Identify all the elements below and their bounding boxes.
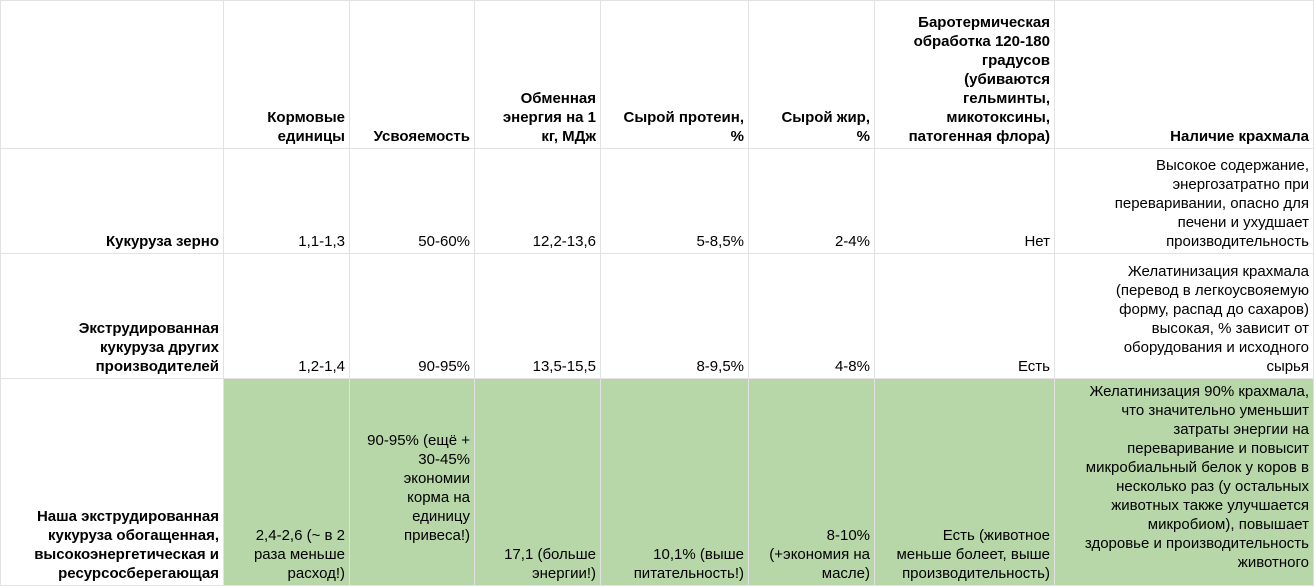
cell-energy[interactable]: 13,5-15,5 [475,254,601,379]
cell-starch[interactable]: Высокое содержание, энергозатратно при п… [1055,149,1314,254]
header-energy[interactable]: Обменная энергия на 1 кг, МДж [475,1,601,149]
cell-barothermal[interactable]: Нет [875,149,1055,254]
cell-digestibility[interactable]: 90-95% [350,254,475,379]
cell-feed-units[interactable]: 1,1-1,3 [224,149,350,254]
header-cell-empty[interactable] [0,1,224,149]
cell-digestibility[interactable]: 50-60% [350,149,475,254]
header-row: Кормовые единицы Усвояемость Обменная эн… [0,0,1314,149]
cell-protein[interactable]: 8-9,5% [601,254,749,379]
row-label[interactable]: Наша экструдированная кукуруза обогащенн… [0,379,224,586]
cell-feed-units[interactable]: 1,2-1,4 [224,254,350,379]
cell-fat[interactable]: 4-8% [749,254,875,379]
header-starch[interactable]: Наличие крахмала [1055,1,1314,149]
cell-energy[interactable]: 12,2-13,6 [475,149,601,254]
cell-starch[interactable]: Желатинизация 90% крахмала, что значител… [1055,379,1314,586]
cell-fat[interactable]: 2-4% [749,149,875,254]
cell-barothermal[interactable]: Есть (животное меньше болеет, выше произ… [875,379,1055,586]
cell-starch[interactable]: Желатинизация крахмала (перевод в легкоу… [1055,254,1314,379]
cell-fat[interactable]: 8-10% (+экономия на масле) [749,379,875,586]
row-label[interactable]: Кукуруза зерно [0,149,224,254]
header-protein[interactable]: Сырой протеин, % [601,1,749,149]
cell-barothermal[interactable]: Есть [875,254,1055,379]
header-feed-units[interactable]: Кормовые единицы [224,1,350,149]
cell-protein[interactable]: 5-8,5% [601,149,749,254]
cell-digestibility[interactable]: 90-95% (ещё + 30-45% экономии корма на е… [350,379,475,586]
cell-feed-units[interactable]: 2,4-2,6 (~ в 2 раза меньше расход!) [224,379,350,586]
header-digestibility[interactable]: Усвояемость [350,1,475,149]
header-barothermal[interactable]: Баротермическая обработка 120-180 градус… [875,1,1055,149]
table-row: Кукуруза зерно 1,1-1,3 50-60% 12,2-13,6 … [0,149,1314,254]
table-row-highlighted: Наша экструдированная кукуруза обогащенн… [0,379,1314,586]
row-label[interactable]: Экструдированная кукуруза других произво… [0,254,224,379]
cell-energy[interactable]: 17,1 (больше энергии!) [475,379,601,586]
table-row: Экструдированная кукуруза других произво… [0,254,1314,379]
cell-protein[interactable]: 10,1% (выше питательность!) [601,379,749,586]
header-fat[interactable]: Сырой жир, % [749,1,875,149]
